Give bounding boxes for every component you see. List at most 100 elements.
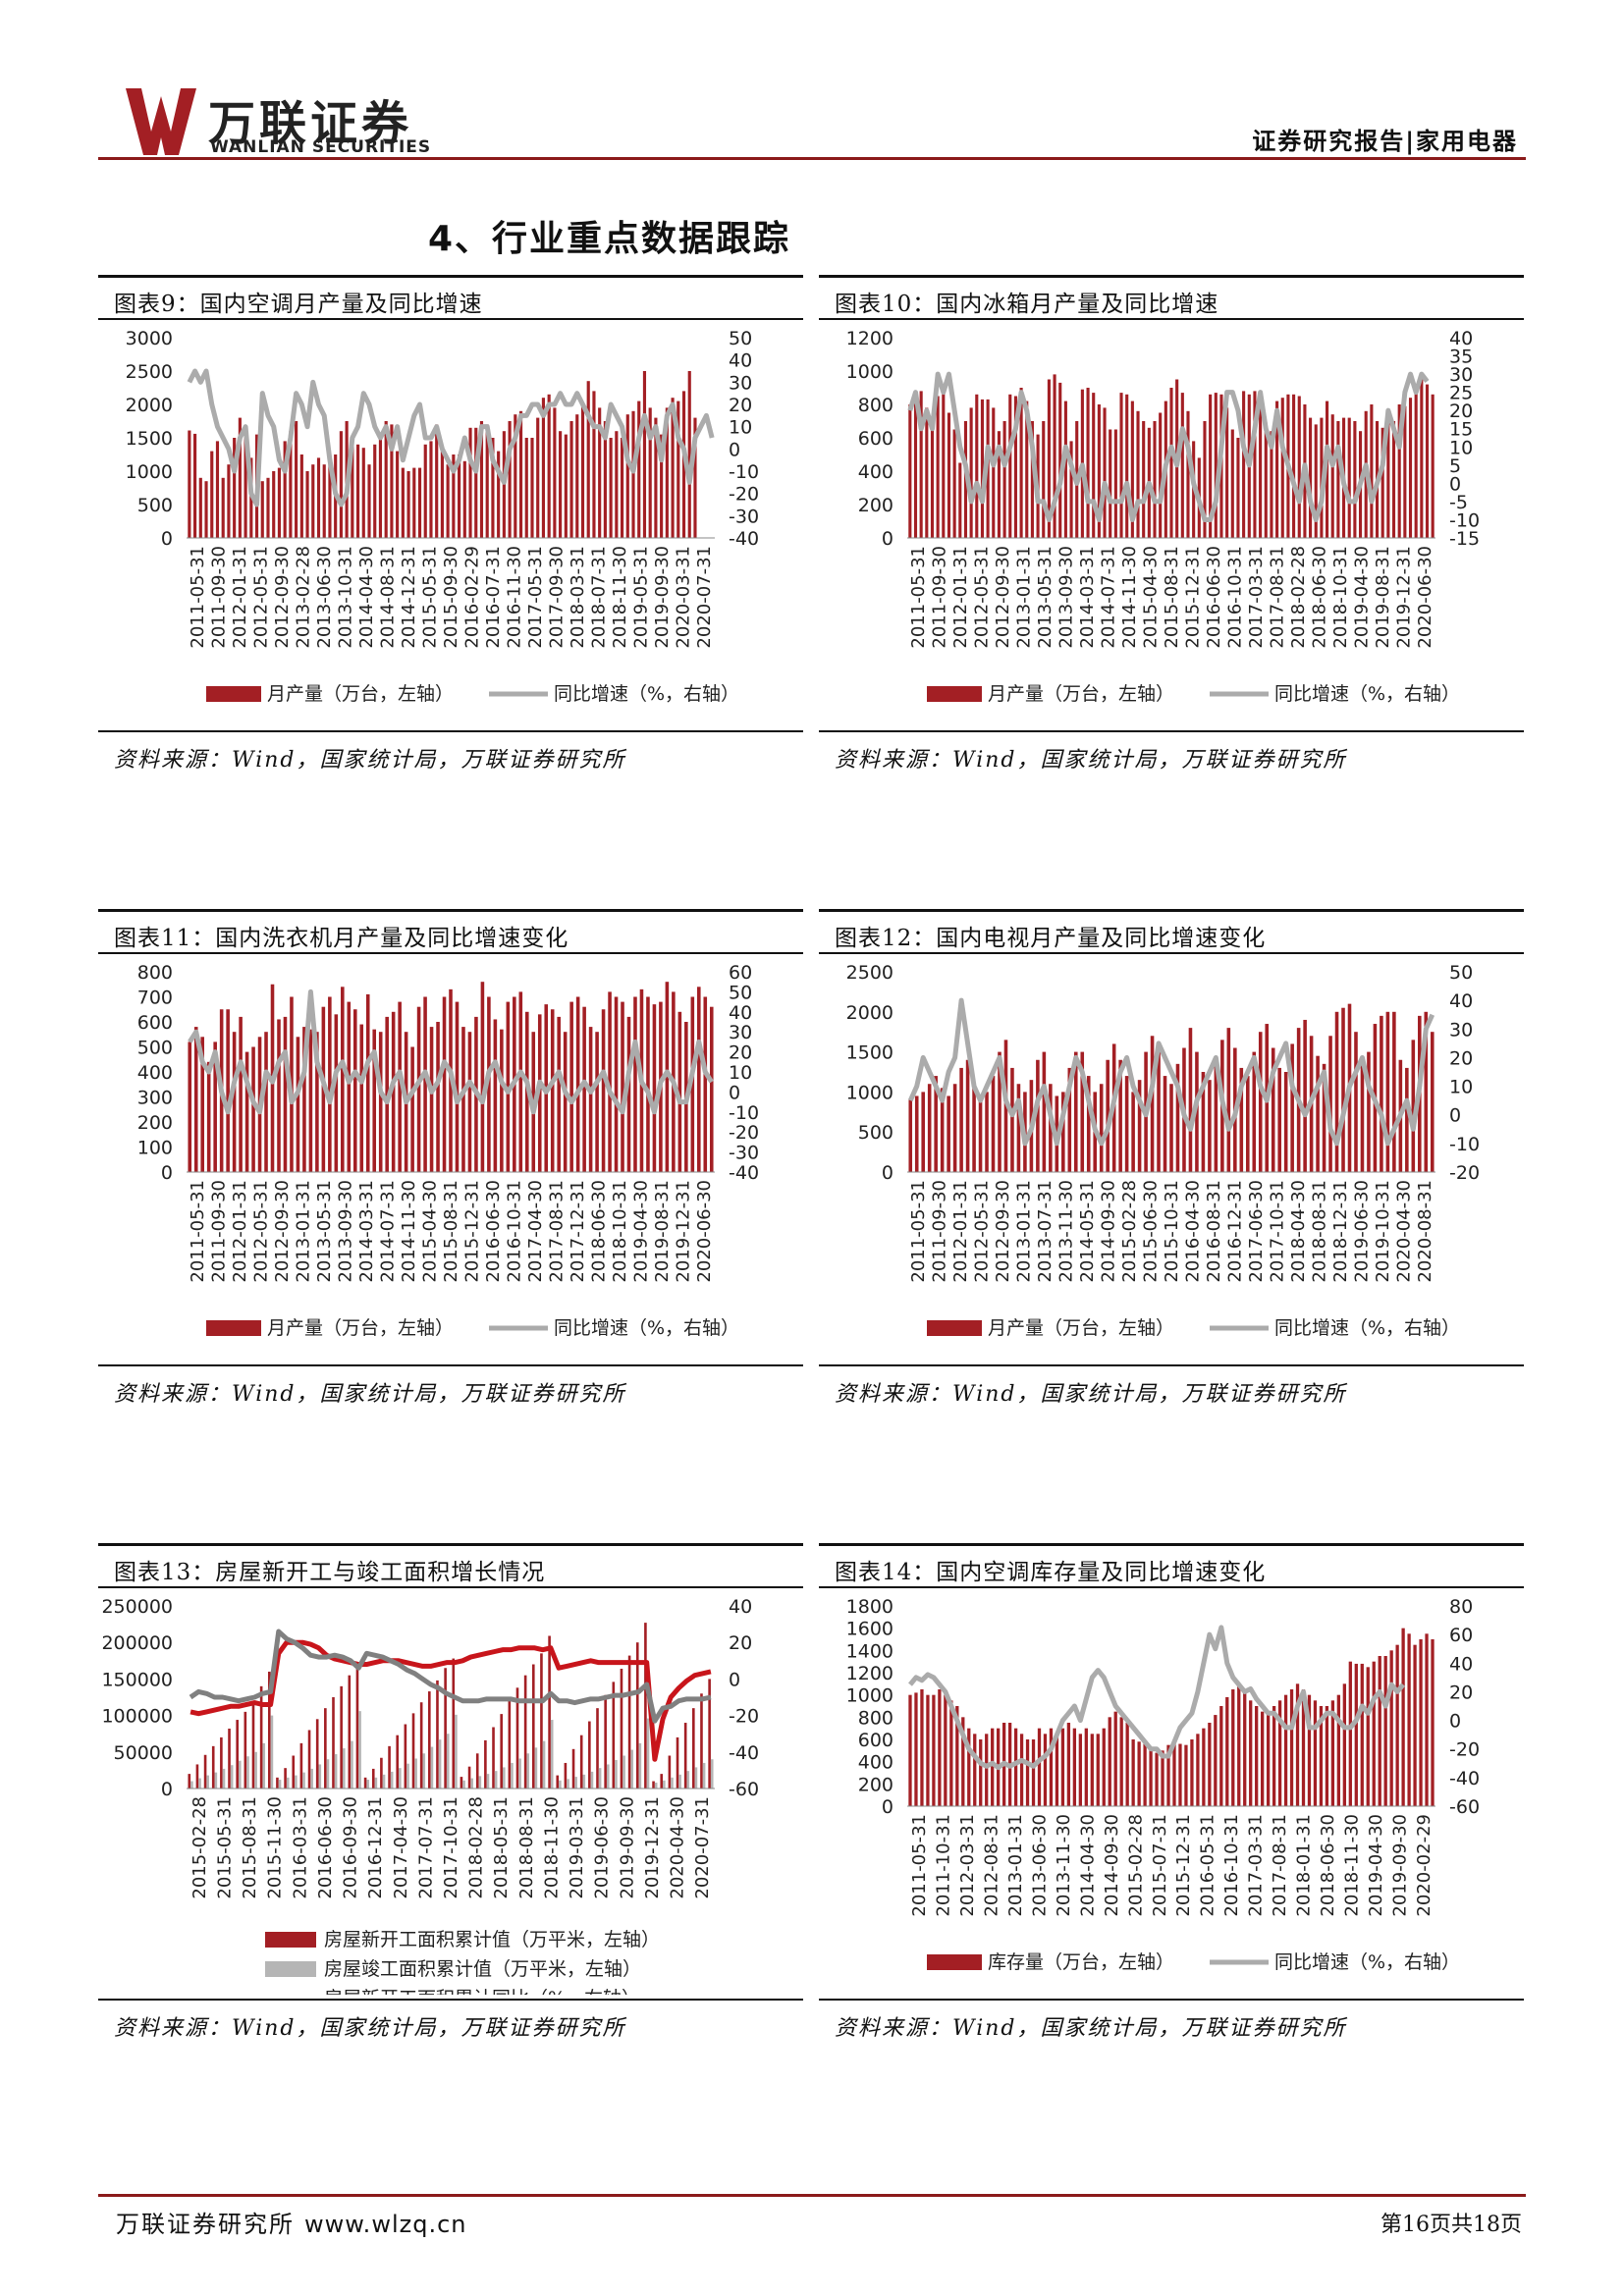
bar (487, 996, 491, 1172)
bar (908, 1694, 912, 1806)
bar (1036, 1059, 1040, 1172)
footer-url[interactable]: www.wlzq.cn (304, 2211, 467, 2238)
bar (1252, 1051, 1257, 1172)
bar (220, 1736, 223, 1789)
x-tick-label: 2020-02-29 (1414, 1814, 1435, 1917)
x-tick-label: 2016-10-31 (1221, 1814, 1242, 1917)
y-right-tick-label: -10 (1449, 1134, 1480, 1155)
bar (567, 1779, 569, 1789)
bar (665, 982, 670, 1172)
bar (1378, 1656, 1381, 1806)
x-tick-label: 2018-06-30 (1310, 546, 1330, 649)
bar (1214, 1715, 1218, 1806)
bar (681, 391, 686, 538)
bar (596, 1708, 599, 1789)
bar (1271, 1047, 1275, 1172)
x-tick-label: 2016-04-30 (1183, 1180, 1204, 1283)
bar (440, 451, 444, 538)
y-right-tick-label: -20 (729, 484, 759, 506)
bar (283, 1016, 288, 1172)
bar (518, 410, 523, 538)
x-tick-label: 2012-01-31 (950, 1180, 971, 1283)
bar (227, 464, 231, 538)
y-left-tick-label: 800 (858, 1707, 893, 1729)
x-tick-label: 2017-10-31 (1268, 1180, 1288, 1283)
bar (1314, 424, 1318, 538)
bar (1096, 1734, 1100, 1806)
bar (260, 481, 264, 538)
bar (244, 1711, 247, 1789)
y-left-tick-label: 800 (858, 395, 893, 416)
y-left-tick-label: 1600 (846, 1619, 893, 1640)
x-tick-label: 2013-10-31 (335, 546, 355, 649)
figure-source: 资料来源：Wind，国家统计局，万联证券研究所 (98, 1999, 803, 2044)
bar (1109, 429, 1112, 538)
series-line (907, 997, 1435, 1147)
logo-text-en: WANLIAN SECURITIES (210, 137, 432, 157)
bar (239, 1016, 243, 1172)
bar (1042, 1051, 1047, 1172)
bar (678, 1774, 681, 1789)
bar (484, 1739, 487, 1789)
x-tick-label: 2016-08-31 (1204, 1180, 1224, 1283)
bar (1414, 391, 1418, 538)
bar (508, 421, 512, 538)
x-tick-label: 2017-09-30 (547, 546, 568, 649)
bar (1175, 1063, 1180, 1172)
bar (188, 1041, 192, 1172)
x-tick-label: 2018-03-31 (568, 546, 588, 649)
x-tick-label: 2013-09-30 (335, 1180, 355, 1283)
bar (621, 1001, 624, 1172)
bar (947, 1095, 950, 1172)
x-tick-label: 2019-10-31 (1373, 1180, 1393, 1283)
bar (200, 1037, 204, 1172)
bar (233, 438, 237, 538)
bar (1137, 1741, 1141, 1806)
bar (355, 444, 360, 538)
y-left-tick-label: 0 (161, 1779, 173, 1800)
bar (606, 1764, 610, 1789)
bar (422, 1753, 426, 1789)
bar (967, 1728, 971, 1806)
bar (315, 1719, 319, 1789)
bar (341, 987, 345, 1172)
bar (934, 1076, 938, 1172)
bar (671, 1777, 674, 1789)
bar (1297, 396, 1301, 538)
x-tick-label: 2018-04-30 (1288, 1180, 1309, 1283)
bar (1277, 1700, 1282, 1806)
bar (985, 1092, 989, 1172)
y-right-tick-label: 40 (1449, 990, 1473, 1012)
x-tick-label: 2016-05-31 (1198, 1814, 1218, 1917)
bar (1103, 407, 1107, 538)
y-right-tick-label: -10 (729, 1102, 759, 1124)
x-tick-label: 2019-08-31 (1373, 546, 1393, 649)
bar (1239, 1067, 1244, 1172)
x-tick-label: 2020-06-30 (1415, 546, 1435, 649)
bar (921, 1092, 925, 1172)
y-left-tick-label: 2500 (126, 361, 173, 383)
x-tick-label: 2016-06-30 (483, 1180, 504, 1283)
bar (452, 454, 456, 538)
bar (703, 996, 708, 1172)
bar (1295, 1683, 1300, 1806)
y-right-tick-label: -10 (1449, 509, 1480, 531)
bar (351, 438, 354, 538)
bar (251, 1046, 255, 1172)
x-tick-label: 2015-12-31 (1173, 1814, 1194, 1917)
bar (494, 1771, 498, 1789)
legend-swatch (927, 686, 982, 702)
bar (486, 1774, 490, 1789)
bar (949, 1700, 953, 1806)
y-left-tick-label: 200 (858, 1774, 893, 1795)
bar (326, 1759, 330, 1789)
y-right-tick-label: 0 (1449, 1105, 1461, 1127)
x-tick-label: 2018-07-31 (589, 546, 610, 649)
bar (1125, 1723, 1129, 1806)
bar (575, 414, 579, 538)
bar (676, 1736, 679, 1789)
bar (1243, 1689, 1247, 1806)
bar (396, 451, 400, 538)
bar (1219, 1706, 1223, 1806)
x-tick-label: 2016-10-31 (1225, 546, 1246, 649)
